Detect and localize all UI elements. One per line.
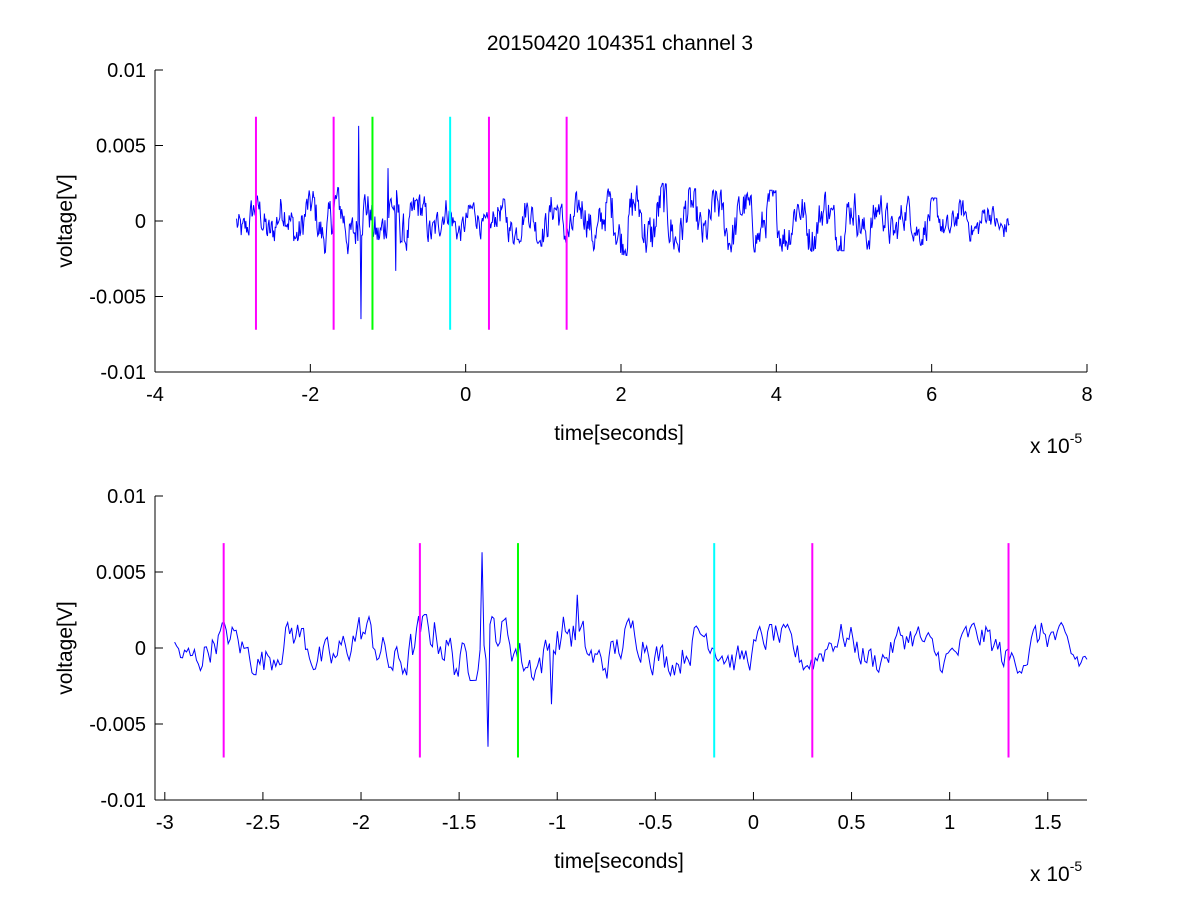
x-tick-label: -0.5 bbox=[638, 812, 672, 834]
x-tick-label: 0 bbox=[748, 812, 759, 834]
y-tick-label: 0.01 bbox=[107, 60, 146, 82]
x-tick-label: 8 bbox=[1081, 384, 1092, 406]
x-exponent-label: x 10-5 bbox=[1030, 430, 1082, 458]
x-tick-label: 2 bbox=[615, 384, 626, 406]
y-tick-label: 0.005 bbox=[96, 562, 146, 584]
figure-title: 20150420 104351 channel 3 bbox=[487, 32, 753, 55]
y-tick-label: 0.005 bbox=[96, 136, 146, 158]
x-tick-label: -3 bbox=[156, 812, 174, 834]
x-axis-label: time[seconds] bbox=[554, 850, 684, 873]
x-tick-label: -2.5 bbox=[246, 812, 280, 834]
signal-line bbox=[236, 125, 1010, 320]
x-tick-label: -2 bbox=[352, 812, 370, 834]
x-tick-label: 4 bbox=[771, 384, 782, 406]
y-tick-label: 0.01 bbox=[107, 486, 146, 508]
x-tick-label: -1 bbox=[548, 812, 566, 834]
y-axis-label: voltage[V] bbox=[54, 174, 77, 267]
x-tick-label: -4 bbox=[146, 384, 164, 406]
x-tick-label: 0.5 bbox=[838, 812, 866, 834]
y-axis-label: voltage[V] bbox=[54, 601, 77, 694]
y-tick-label: -0.01 bbox=[100, 362, 146, 384]
signal-line bbox=[174, 552, 1088, 747]
x-tick-label: -2 bbox=[301, 384, 319, 406]
x-axis-label: time[seconds] bbox=[554, 422, 684, 445]
x-tick-label: 0 bbox=[460, 384, 471, 406]
x-exponent-label: x 10-5 bbox=[1030, 858, 1082, 886]
x-tick-label: 6 bbox=[926, 384, 937, 406]
x-tick-label: 1 bbox=[944, 812, 955, 834]
y-tick-label: -0.01 bbox=[100, 790, 146, 812]
top-axes: -4 -2 0 2 4 6 8 0.01 0.005 0 -0.005 -0.01 time[secon… bbox=[54, 60, 1093, 458]
x-tick-label: 1.5 bbox=[1034, 812, 1062, 834]
x-tick-label: -1.5 bbox=[442, 812, 476, 834]
y-tick-label: -0.005 bbox=[89, 287, 146, 309]
y-tick-label: 0 bbox=[135, 211, 146, 233]
bottom-axes: -3 -2.5 -2 -1.5 -1 -0.5 0 0.5 1 1.5 0.01 0.005 0 -0.0… bbox=[54, 486, 1088, 886]
y-tick-label: -0.005 bbox=[89, 714, 146, 736]
y-tick-label: 0 bbox=[135, 638, 146, 660]
